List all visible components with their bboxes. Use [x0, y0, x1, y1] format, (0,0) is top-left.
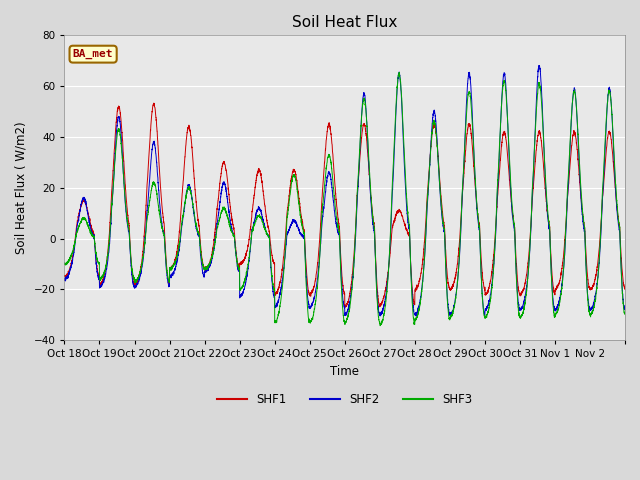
Line: SHF1: SHF1 — [65, 103, 625, 307]
SHF2 — [499, 82, 506, 87]
Line: SHF2: SHF2 — [65, 65, 625, 316]
SHF1 — [366, 179, 374, 185]
Y-axis label: Soil Heat Flux ( W/m2): Soil Heat Flux ( W/m2) — [15, 121, 28, 254]
SHF3 — [61, 260, 68, 266]
SHF2 — [535, 62, 543, 68]
SHF3 — [621, 311, 629, 317]
SHF2 — [526, 242, 534, 248]
SHF3 — [376, 323, 384, 329]
SHF1 — [177, 211, 184, 217]
SHF3 — [396, 73, 404, 79]
SHF3 — [526, 239, 534, 244]
SHF1 — [499, 132, 506, 138]
SHF2 — [541, 162, 548, 168]
Title: Soil Heat Flux: Soil Heat Flux — [292, 15, 397, 30]
SHF3 — [499, 87, 506, 93]
SHF3 — [541, 161, 548, 167]
SHF1 — [396, 208, 404, 214]
X-axis label: Time: Time — [330, 365, 359, 378]
SHF3 — [396, 70, 403, 75]
Legend: SHF1, SHF2, SHF3: SHF1, SHF2, SHF3 — [212, 388, 477, 410]
SHF2 — [621, 306, 629, 312]
Text: BA_met: BA_met — [73, 49, 113, 59]
SHF3 — [365, 169, 373, 175]
SHF1 — [341, 304, 349, 310]
SHF2 — [396, 71, 403, 77]
Line: SHF3: SHF3 — [65, 72, 625, 326]
SHF3 — [177, 230, 184, 236]
SHF2 — [61, 276, 68, 281]
SHF2 — [412, 313, 420, 319]
SHF1 — [541, 179, 548, 184]
SHF1 — [150, 100, 157, 106]
SHF2 — [177, 234, 184, 240]
SHF1 — [61, 273, 68, 279]
SHF1 — [526, 232, 534, 238]
SHF1 — [621, 286, 629, 291]
SHF2 — [365, 175, 373, 180]
